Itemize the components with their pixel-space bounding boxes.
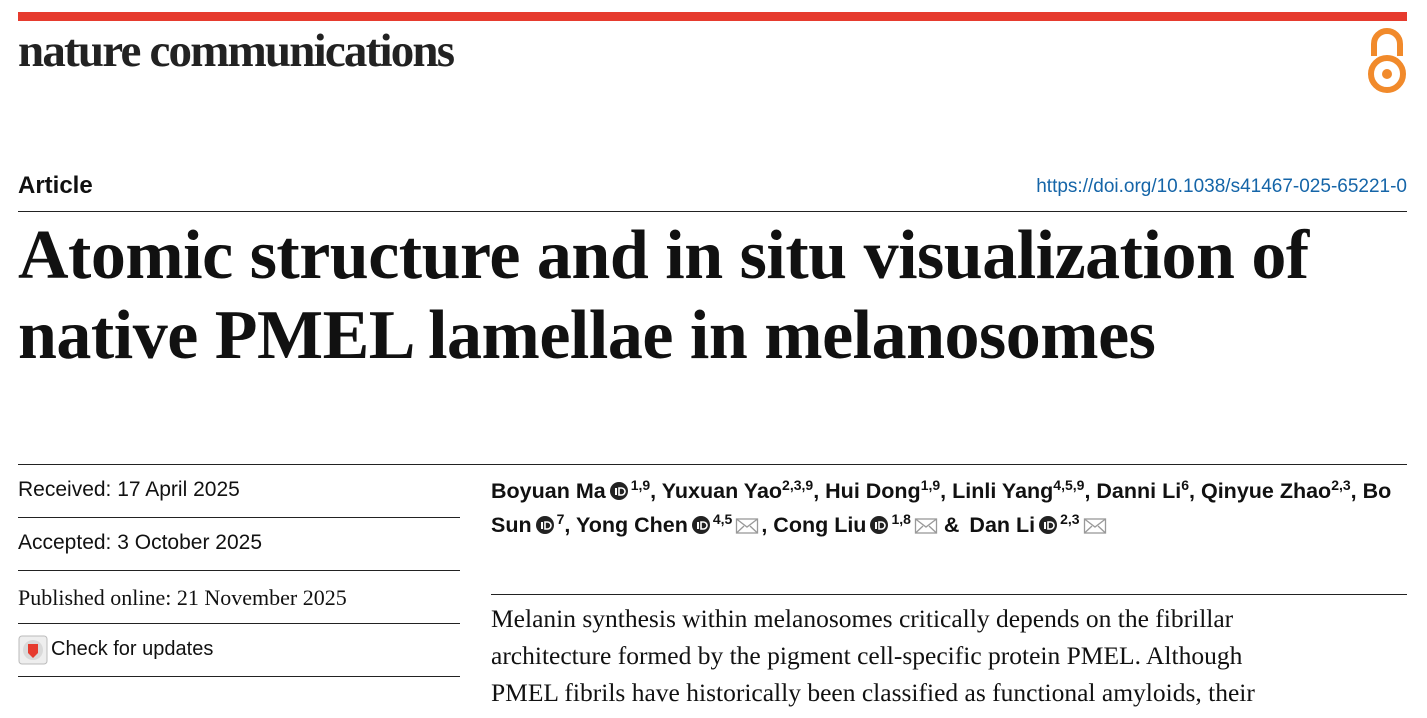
author-name[interactable]: Dan Li — [969, 513, 1036, 537]
published-date: Published online: 21 November 2025 — [18, 585, 347, 610]
accepted-date: Accepted: 3 October 2025 — [18, 531, 262, 554]
author-name[interactable]: Hui Dong — [825, 479, 921, 503]
affiliation: 1,8 — [891, 510, 911, 527]
affiliation: 7 — [556, 510, 565, 527]
abstract-line: Melanin synthesis within melanosomes cri… — [491, 604, 1234, 633]
abstract-line: architecture formed by the pigment cell-… — [491, 641, 1243, 670]
affiliation: 2,3 — [1060, 510, 1080, 527]
author-name[interactable]: Yuxuan Yao — [661, 479, 783, 503]
affiliation: 6 — [1181, 476, 1190, 493]
orcid-icon[interactable] — [691, 515, 711, 535]
affiliation: 2,3,9 — [782, 476, 814, 493]
separator: , — [1084, 479, 1091, 503]
email-icon[interactable] — [914, 515, 938, 535]
doi-link[interactable]: https://doi.org/10.1038/s41467-025-65221… — [1036, 176, 1407, 197]
divider — [18, 517, 460, 518]
email-icon[interactable] — [1083, 515, 1107, 535]
author-name[interactable]: Boyuan Ma — [491, 479, 606, 503]
divider — [18, 623, 460, 624]
divider — [18, 570, 460, 571]
affiliation: 2,3 — [1331, 476, 1351, 493]
separator: , — [1350, 479, 1357, 503]
author-name[interactable]: Danni Li — [1096, 479, 1182, 503]
journal-name[interactable]: nature communications — [18, 25, 455, 77]
orcid-icon[interactable] — [869, 515, 889, 535]
check-updates[interactable]: Check for updates — [51, 638, 214, 660]
title-line: Atomic structure and in situ visualizati… — [18, 217, 1309, 294]
open-access-icon — [1368, 28, 1406, 93]
divider — [18, 211, 1407, 212]
author-name[interactable]: Yong Chen — [575, 513, 688, 537]
received-date: Received: 17 April 2025 — [18, 478, 240, 501]
author-name[interactable]: Bo Sun — [491, 479, 1392, 537]
separator: , — [1189, 479, 1195, 503]
article-type: Article — [18, 172, 93, 199]
title-line: native PMEL lamellae in melanosomes — [18, 297, 1156, 374]
orcid-icon[interactable] — [609, 481, 629, 501]
affiliation: 4,5 — [712, 510, 733, 527]
top-bar — [18, 12, 1407, 21]
divider — [491, 594, 1407, 595]
author-name[interactable]: Cong Liu — [773, 513, 867, 537]
affiliation: 1,9 — [920, 476, 941, 493]
author-name[interactable]: Linli Yang — [952, 479, 1054, 503]
separator: & — [943, 513, 960, 537]
abstract-line: PMEL fibrils have historically been clas… — [491, 678, 1255, 707]
affiliation: 4,5,9 — [1053, 476, 1085, 493]
separator: , — [650, 479, 657, 503]
author-name[interactable]: Qinyue Zhao — [1200, 479, 1332, 503]
separator: , — [813, 479, 820, 503]
separator: , — [940, 479, 947, 503]
author-list: Boyuan Ma 1,9, Yuxuan Yao2,3,9, Hui Dong1… — [491, 474, 1407, 542]
updates-icon[interactable] — [18, 635, 48, 665]
divider — [18, 464, 1407, 465]
separator: , — [761, 513, 768, 537]
orcid-icon[interactable] — [1038, 515, 1058, 535]
separator: , — [564, 513, 571, 537]
orcid-icon[interactable] — [535, 515, 555, 535]
email-icon[interactable] — [735, 515, 759, 535]
affiliation: 1,9 — [630, 476, 651, 493]
divider — [18, 676, 460, 677]
